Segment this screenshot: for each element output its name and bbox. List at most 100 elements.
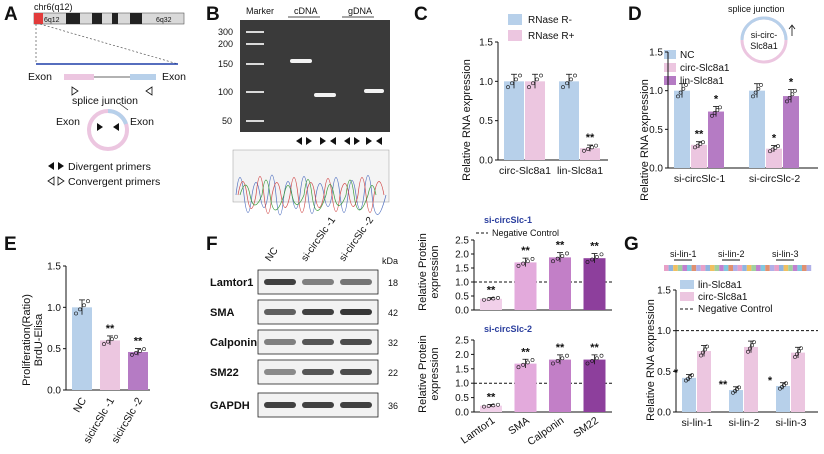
data-point	[482, 297, 486, 302]
significance-label: *	[768, 375, 773, 387]
blot-band	[264, 279, 296, 285]
panel-d: D Relative RNA expression NC circ-Slc8a1…	[628, 4, 818, 201]
data-point	[530, 358, 535, 362]
data-point	[530, 256, 535, 261]
data-point	[773, 145, 778, 150]
g-plot: 0.0 0.5 1.0 1.5 * si-lin-1 ** si-lin-2 * si-lin-3	[657, 286, 818, 429]
data-point	[748, 346, 752, 351]
data-point	[521, 261, 526, 266]
data-point	[496, 295, 500, 300]
convergent-primer-legend-icon	[47, 176, 65, 186]
bar	[674, 90, 690, 168]
g-legend-label-2: circ-Slc8a1	[698, 292, 748, 303]
g-track-label-3: si-lin-3	[772, 249, 799, 259]
d-legend-label-1: NC	[680, 50, 694, 61]
data-point	[787, 95, 792, 100]
data-point	[586, 147, 590, 151]
data-point	[565, 251, 569, 256]
data-point	[106, 339, 110, 344]
data-point	[114, 334, 118, 339]
c-y-axis-label: Relative RNA expression	[461, 59, 473, 181]
sanger-chromatogram	[232, 149, 390, 203]
circrna-junction-arc	[107, 109, 128, 125]
data-point	[759, 83, 763, 87]
blot-protein-label: Lamtor1	[210, 277, 253, 289]
data-point	[561, 85, 565, 90]
f-top-y-axis-label: Relative Proteinexpression	[417, 233, 441, 311]
track-segment	[723, 265, 729, 271]
bar	[682, 377, 696, 412]
g-gene-track	[664, 265, 812, 271]
ladder-50: 50	[222, 116, 232, 126]
x-tick-label: si-circSlc-1	[674, 173, 725, 185]
data-point	[793, 88, 797, 93]
track-segment	[792, 265, 798, 271]
e-y-axis-label: Proliferation(Ratio)BrdU-Elisa	[21, 294, 45, 386]
bar	[708, 111, 724, 168]
ladder-100: 100	[218, 87, 233, 97]
data-point	[753, 90, 758, 95]
data-point	[565, 81, 569, 86]
exon-right-label: Exon	[162, 71, 186, 83]
exon-left-box	[64, 74, 94, 80]
y-tick-label: 0.0	[649, 164, 663, 175]
data-point	[514, 77, 518, 82]
ladder-300: 300	[218, 27, 233, 37]
y-tick-label: 1.0	[657, 326, 671, 337]
data-point	[521, 362, 526, 367]
data-point	[518, 73, 522, 78]
y-tick-label: 0.0	[657, 408, 671, 419]
significance-label: *	[674, 367, 679, 379]
track-segment	[728, 265, 733, 271]
x-tick-label: si-lin-3	[776, 417, 807, 429]
x-tick-label: lin-Slc8a1	[557, 165, 603, 177]
blot-protein-label: GAPDH	[210, 400, 250, 412]
bar	[749, 90, 765, 168]
significance-label: **	[719, 379, 728, 391]
data-point	[784, 381, 788, 386]
y-tick-label: 0.5	[47, 344, 61, 355]
x-tick-label: Lamtor1	[459, 415, 498, 447]
convergent-primer-icon	[145, 86, 153, 96]
bar	[480, 298, 502, 310]
significance-label: **	[487, 285, 496, 297]
data-point	[698, 142, 703, 146]
data-point	[594, 356, 599, 361]
data-point	[525, 259, 530, 264]
f-lane-label-1: NC	[263, 246, 280, 264]
d-legend-swatch-3	[664, 76, 676, 85]
data-point	[569, 77, 573, 82]
data-point	[142, 347, 146, 352]
data-point	[560, 356, 565, 361]
panel-g: G si-lin-1 si-lin-2 si-lin-3 Relative RN…	[624, 234, 818, 429]
chromosome-band	[92, 13, 102, 24]
data-point	[795, 352, 799, 356]
significance-label: **	[556, 342, 565, 354]
f-blot: Lamtor1 18 SMA 42 Calponin 32 SM22 22 GAPDH 36	[210, 269, 398, 418]
blot-size-label: 42	[388, 308, 398, 318]
significance-label: **	[695, 129, 704, 141]
significance-label: **	[521, 346, 530, 358]
g-y-axis-label: Relative RNA expression	[645, 299, 657, 421]
divergent-primer-icon	[113, 123, 119, 131]
y-tick-label: 1.5	[657, 286, 671, 297]
data-point	[770, 147, 775, 152]
x-tick-label: si-circSlc-2	[749, 173, 800, 185]
f-bottom-y-axis-label: Relative Proteinexpression	[417, 335, 441, 413]
bar	[776, 385, 790, 412]
y-tick-label: 0.0	[455, 306, 469, 317]
f-ref-legend-label: Negative Control	[492, 228, 559, 238]
data-point	[102, 342, 106, 346]
x-tick-label: Calponin	[525, 415, 566, 449]
track-segment	[691, 265, 697, 271]
track-segment	[779, 265, 784, 271]
data-point	[751, 94, 755, 99]
data-point	[138, 349, 142, 353]
bar	[128, 351, 148, 390]
significance-label: **	[106, 323, 115, 335]
legend-divergent: Divergent primers	[68, 161, 151, 173]
f-top-title: si-circSlc-1	[484, 215, 532, 225]
blot-band	[264, 339, 296, 345]
data-point	[516, 264, 521, 268]
